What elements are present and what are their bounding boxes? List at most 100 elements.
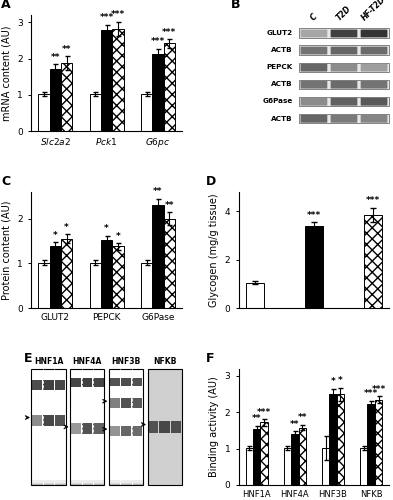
Bar: [70, 482, 104, 484]
Bar: [31, 482, 66, 484]
Bar: [31, 482, 66, 484]
Bar: [109, 481, 143, 484]
Bar: [109, 482, 143, 484]
Bar: [70, 481, 104, 483]
Bar: [109, 482, 143, 484]
Bar: [109, 482, 143, 484]
Bar: [70, 481, 104, 484]
Bar: [55, 415, 65, 426]
Bar: [109, 482, 143, 485]
Bar: [109, 482, 143, 484]
Bar: [31, 482, 66, 485]
Bar: [299, 62, 389, 72]
Bar: [38, 94, 50, 132]
Text: ***: ***: [257, 408, 271, 416]
Bar: [31, 482, 66, 484]
Bar: [61, 63, 72, 132]
Bar: [147, 368, 182, 485]
Bar: [70, 482, 104, 484]
Bar: [31, 482, 66, 485]
Bar: [70, 482, 104, 484]
Text: ***: ***: [162, 28, 176, 36]
Bar: [50, 69, 61, 132]
Bar: [70, 482, 104, 484]
Bar: [152, 206, 163, 308]
Bar: [70, 482, 104, 484]
Bar: [109, 481, 143, 483]
FancyBboxPatch shape: [301, 115, 327, 122]
Bar: [70, 482, 104, 485]
Bar: [109, 482, 143, 484]
Bar: [55, 380, 65, 390]
Bar: [109, 481, 143, 483]
Bar: [31, 482, 66, 484]
Bar: [109, 482, 143, 484]
Bar: [147, 368, 182, 485]
Bar: [299, 46, 389, 55]
Bar: [109, 480, 143, 483]
Bar: [31, 480, 66, 483]
FancyBboxPatch shape: [361, 30, 387, 38]
Bar: [70, 480, 104, 483]
Text: **: **: [290, 420, 299, 429]
Bar: [109, 482, 143, 484]
Bar: [299, 28, 389, 38]
FancyBboxPatch shape: [301, 98, 327, 106]
Bar: [31, 480, 66, 483]
Text: F: F: [206, 352, 214, 364]
FancyBboxPatch shape: [301, 46, 327, 54]
Bar: [70, 481, 104, 483]
Bar: [31, 482, 66, 484]
Bar: [82, 378, 92, 388]
Bar: [70, 482, 104, 484]
Bar: [70, 368, 104, 485]
Bar: [31, 482, 66, 485]
Bar: [109, 482, 143, 485]
Text: HNF1A: HNF1A: [34, 358, 63, 366]
Bar: [109, 481, 143, 484]
Bar: [305, 226, 323, 308]
Bar: [109, 481, 143, 484]
Bar: [61, 239, 72, 308]
Bar: [31, 481, 66, 484]
Bar: [70, 482, 104, 485]
Bar: [70, 482, 104, 484]
Bar: [171, 421, 181, 432]
Bar: [109, 482, 143, 484]
FancyBboxPatch shape: [331, 115, 357, 122]
Bar: [109, 481, 143, 483]
Text: **: **: [50, 53, 60, 62]
Text: T2D: T2D: [335, 4, 353, 22]
Text: **: **: [153, 187, 163, 196]
Bar: [31, 480, 66, 483]
Text: HNF4A: HNF4A: [73, 358, 102, 366]
Text: ***: ***: [366, 196, 380, 205]
Bar: [284, 448, 291, 485]
Bar: [70, 482, 104, 484]
Bar: [31, 481, 66, 484]
Bar: [71, 424, 81, 434]
Bar: [70, 482, 104, 484]
Bar: [31, 482, 66, 484]
Bar: [152, 54, 163, 132]
Text: GLUT2: GLUT2: [267, 30, 293, 36]
Text: ***: ***: [364, 390, 378, 398]
FancyBboxPatch shape: [331, 98, 357, 106]
Bar: [132, 378, 142, 386]
Bar: [337, 394, 344, 485]
FancyBboxPatch shape: [331, 30, 357, 38]
Bar: [90, 94, 101, 132]
Bar: [70, 481, 104, 483]
Bar: [132, 398, 142, 408]
Bar: [109, 482, 143, 485]
Bar: [109, 482, 143, 484]
Bar: [163, 218, 175, 308]
Bar: [31, 482, 66, 484]
Bar: [70, 481, 104, 484]
Bar: [70, 480, 104, 482]
Bar: [101, 30, 112, 132]
Bar: [31, 482, 66, 484]
Text: ***: ***: [151, 38, 165, 46]
Text: **: **: [62, 45, 71, 54]
Bar: [31, 482, 66, 485]
